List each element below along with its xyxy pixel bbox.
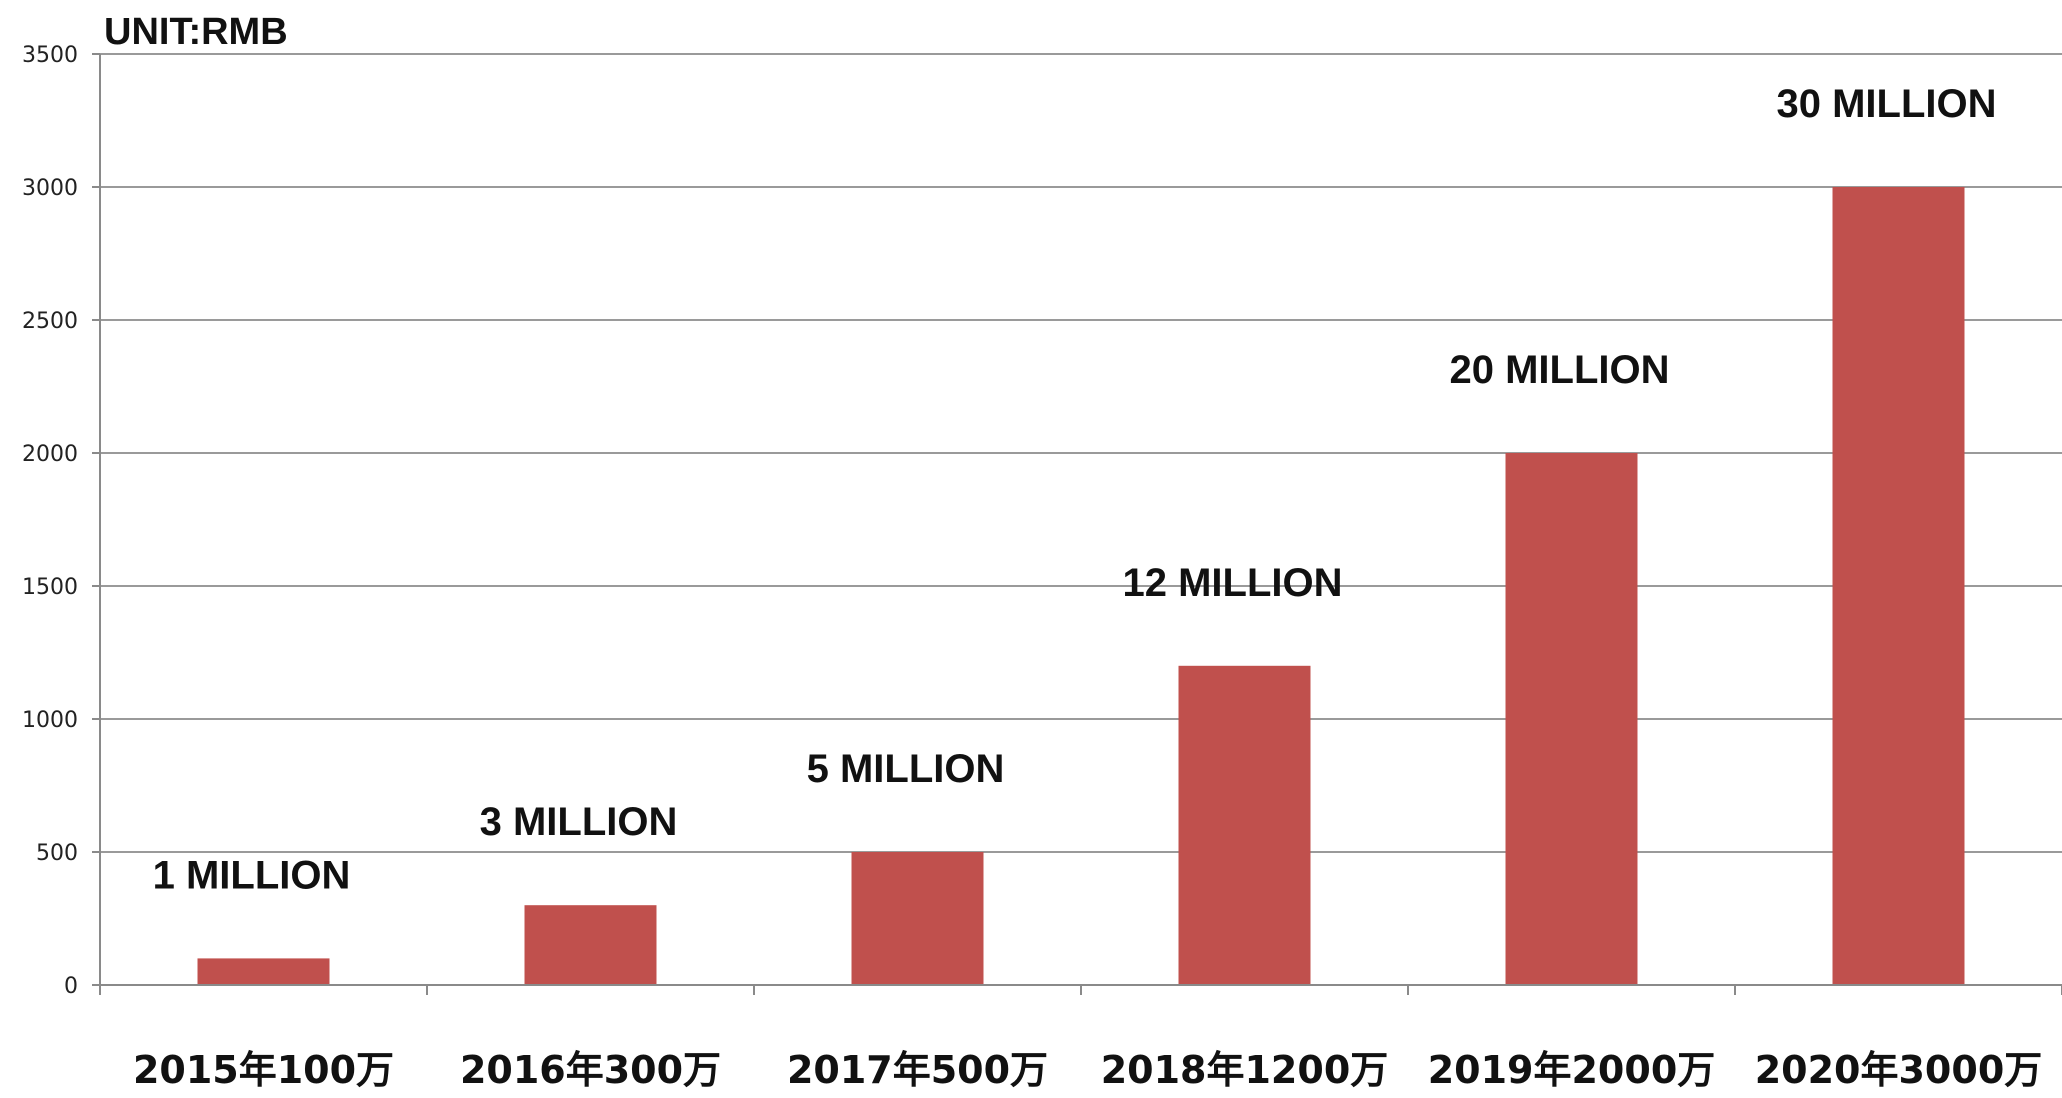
- x-tick-label: 2020年3000万: [1755, 1048, 2043, 1092]
- data-label: 20 MILLION: [1449, 348, 1669, 392]
- y-axis-ticks: 0 500 1000 1500 2000 2500 3000 3500: [22, 43, 100, 999]
- y-tick-label: 1000: [22, 708, 78, 733]
- y-tick-label: 2000: [22, 442, 78, 467]
- x-tick-label: 2017年500万: [787, 1048, 1048, 1092]
- unit-label: UNIT:RMB: [104, 11, 288, 53]
- bars: [197, 187, 1965, 985]
- bar: [851, 852, 984, 985]
- x-tick-label: 2016年300万: [460, 1048, 721, 1092]
- bar: [524, 905, 657, 985]
- data-labels: 1 MILLION 3 MILLION 5 MILLION 12 MILLION 20 …: [153, 82, 1997, 897]
- bar: [197, 958, 330, 985]
- bar: [1832, 187, 1965, 985]
- data-label: 12 MILLION: [1122, 561, 1342, 605]
- x-tick-label: 2019年2000万: [1428, 1048, 1716, 1092]
- x-tick-label: 2018年1200万: [1101, 1048, 1389, 1092]
- data-label: 3 MILLION: [480, 800, 678, 844]
- y-tick-label: 1500: [22, 575, 78, 600]
- axes: [99, 54, 2062, 995]
- y-tick-label: 0: [64, 974, 78, 999]
- bar: [1178, 665, 1311, 985]
- bar: [1505, 453, 1638, 985]
- data-label: 1 MILLION: [153, 853, 351, 897]
- x-tick-label: 2015年100万: [133, 1048, 394, 1092]
- y-tick-label: 3500: [22, 43, 78, 68]
- gridlines: [100, 53, 2062, 853]
- y-tick-label: 500: [36, 841, 78, 866]
- y-tick-label: 2500: [22, 309, 78, 334]
- data-label: 5 MILLION: [807, 747, 1005, 791]
- y-tick-label: 3000: [22, 176, 78, 201]
- data-label: 30 MILLION: [1776, 82, 1996, 126]
- x-axis-ticks: 2015年100万 2016年300万 2017年500万 2018年1200万 201…: [133, 1048, 2042, 1092]
